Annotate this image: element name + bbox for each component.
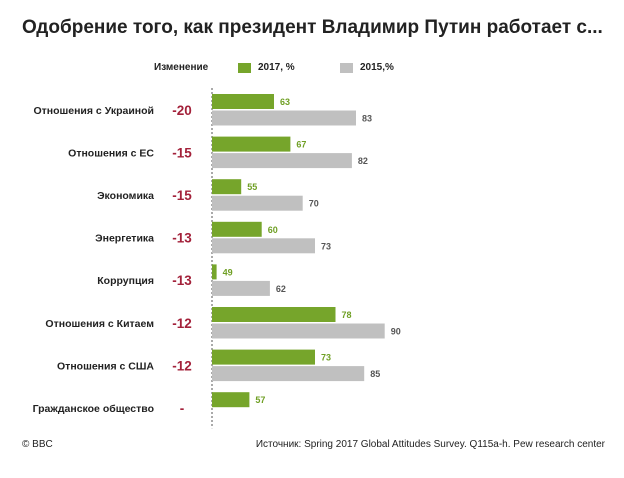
category-label-row-6: Отношения с США bbox=[57, 360, 154, 372]
change-value-row-0: -20 bbox=[172, 103, 192, 118]
data-label-2015-row-0: 83 bbox=[362, 114, 372, 124]
bar-2015-row-2 bbox=[212, 195, 303, 211]
category-label-row-1: Отношения с ЕС bbox=[68, 147, 154, 159]
data-label-2015-row-6: 85 bbox=[370, 369, 380, 379]
legend-item-2017: 2017, % bbox=[238, 62, 295, 73]
category-label-row-2: Экономика bbox=[97, 190, 154, 202]
data-label-2017-row-3: 60 bbox=[268, 225, 278, 235]
bar-2017-row-2 bbox=[212, 179, 242, 195]
data-label-2017-row-7: 57 bbox=[255, 395, 265, 405]
change-value-row-2: -15 bbox=[172, 188, 192, 203]
bar-2017-row-6 bbox=[212, 349, 315, 365]
data-label-2017-row-5: 78 bbox=[342, 310, 352, 320]
change-value-row-6: -12 bbox=[172, 358, 192, 373]
data-label-2017-row-0: 63 bbox=[280, 97, 290, 107]
category-label-row-0: Отношения с Украиной bbox=[33, 105, 154, 117]
data-label-2015-row-4: 62 bbox=[276, 284, 286, 294]
change-value-row-3: -13 bbox=[172, 231, 192, 246]
data-label-2017-row-4: 49 bbox=[223, 267, 233, 277]
category-label-row-4: Коррупция bbox=[97, 275, 154, 287]
bar-2017-row-4 bbox=[212, 264, 217, 280]
data-label-2015-row-2: 70 bbox=[309, 199, 319, 209]
legend-swatch-2017 bbox=[238, 62, 251, 73]
category-label-row-7: Гражданское общество bbox=[33, 403, 154, 415]
bar-2017-row-3 bbox=[212, 221, 262, 237]
bar-2015-row-4 bbox=[212, 280, 270, 296]
bar-2017-row-1 bbox=[212, 136, 291, 152]
bar-2015-row-1 bbox=[212, 153, 352, 169]
bar-2017-row-5 bbox=[212, 307, 336, 322]
legend-item-2015: 2015,% bbox=[340, 62, 394, 73]
legend-swatch-2015 bbox=[340, 62, 353, 73]
data-label-2015-row-1: 82 bbox=[358, 156, 368, 166]
change-value-row-7: - bbox=[180, 401, 185, 416]
copyright: © BBC bbox=[22, 439, 53, 450]
legend-change-label: Изменение bbox=[154, 62, 209, 73]
data-label-2015-row-3: 73 bbox=[321, 241, 331, 251]
chart-title: Одобрение того, как президент Владимир П… bbox=[22, 17, 603, 38]
bar-2015-row-3 bbox=[212, 238, 315, 254]
bar-2017-row-7 bbox=[212, 392, 250, 408]
change-value-row-4: -13 bbox=[172, 273, 192, 288]
category-label-row-5: Отношения с Китаем bbox=[45, 318, 154, 330]
bar-2017-row-0 bbox=[212, 94, 274, 109]
source-note: Источник: Spring 2017 Global Attitudes S… bbox=[255, 439, 605, 450]
bar-2015-row-5 bbox=[212, 323, 385, 339]
legend-label-2015: 2015,% bbox=[360, 62, 394, 73]
category-label-row-3: Энергетика bbox=[95, 233, 154, 245]
change-value-row-1: -15 bbox=[172, 145, 192, 160]
data-label-2017-row-6: 73 bbox=[321, 353, 331, 363]
change-value-row-5: -12 bbox=[172, 316, 192, 331]
data-label-2017-row-2: 55 bbox=[247, 182, 257, 192]
data-label-2015-row-5: 90 bbox=[391, 327, 401, 337]
bar-2015-row-6 bbox=[212, 366, 365, 382]
legend-label-2017: 2017, % bbox=[258, 62, 295, 73]
data-label-2017-row-1: 67 bbox=[296, 140, 306, 150]
bar-2015-row-0 bbox=[212, 110, 356, 126]
